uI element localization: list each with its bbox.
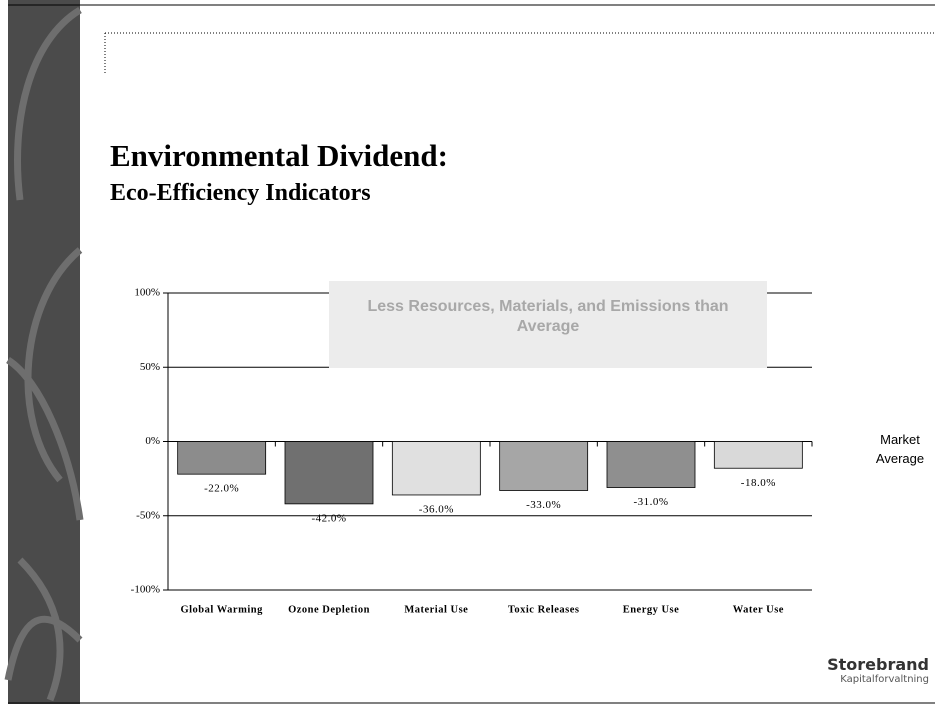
reference-label: Market Average bbox=[875, 432, 925, 466]
x-tick-label: Energy Use bbox=[623, 604, 680, 615]
y-tick-label: -100% bbox=[131, 584, 160, 596]
y-tick-label: 0% bbox=[145, 435, 160, 447]
reference-label-box: Market Average bbox=[860, 430, 935, 468]
y-tick-label: 100% bbox=[134, 287, 160, 299]
y-tick-label: -50% bbox=[136, 509, 160, 521]
bar bbox=[499, 441, 589, 491]
logo-tagline: Kapitalforvaltning bbox=[840, 674, 929, 685]
logo: Storebrand Kapitalforvaltning bbox=[827, 655, 929, 685]
y-tick-label: 50% bbox=[140, 361, 160, 373]
bar bbox=[391, 441, 481, 496]
value-label: -33.0% bbox=[526, 499, 561, 511]
value-label: -36.0% bbox=[419, 503, 454, 515]
subtitle: Eco-Efficiency Indicators bbox=[110, 180, 371, 206]
annotation: Less Resources, Materials, and Emissions… bbox=[367, 298, 729, 335]
bar bbox=[713, 441, 803, 469]
x-tick-label: Toxic Releases bbox=[508, 604, 580, 615]
side-decoration bbox=[4, 7, 84, 702]
bar bbox=[284, 441, 374, 505]
x-tick-label: Water Use bbox=[733, 604, 784, 615]
value-label: -22.0% bbox=[204, 483, 239, 495]
value-label: -42.0% bbox=[311, 512, 346, 524]
bar bbox=[177, 441, 267, 475]
bar bbox=[606, 441, 696, 488]
value-label: -18.0% bbox=[741, 477, 776, 489]
value-label: -31.0% bbox=[633, 496, 668, 508]
x-tick-label: Ozone Depletion bbox=[288, 604, 370, 615]
title: Environmental Dividend: bbox=[110, 138, 448, 173]
logo-name: Storebrand bbox=[827, 655, 929, 674]
annotation-box: Less Resources, Materials, and Emissions… bbox=[329, 281, 767, 368]
side-strip bbox=[8, 0, 80, 704]
x-tick-label: Material Use bbox=[404, 604, 468, 615]
x-tick-label: Global Warming bbox=[180, 604, 263, 615]
